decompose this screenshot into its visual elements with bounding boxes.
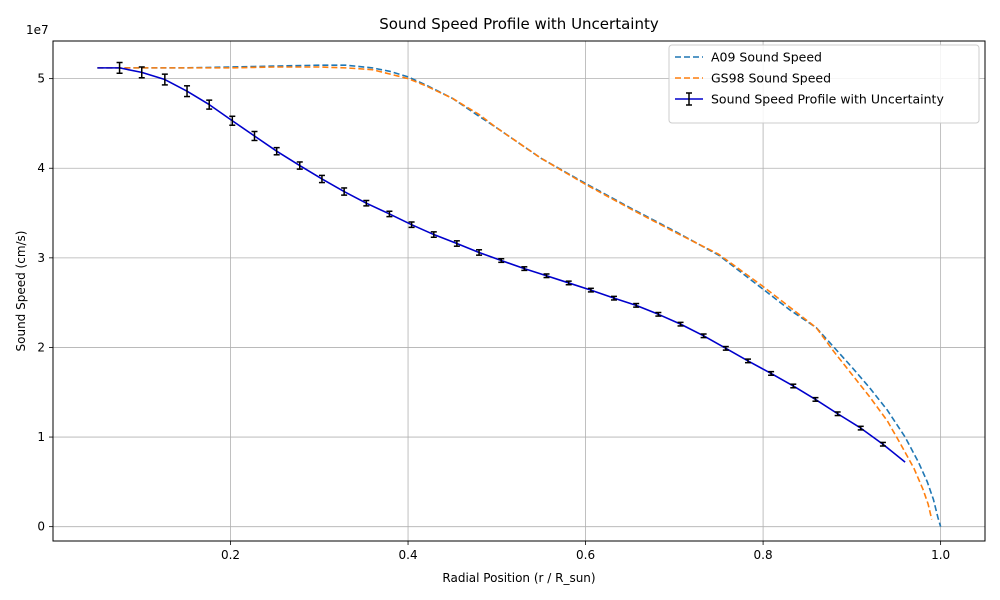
- x-tick-label: 0.6: [576, 548, 595, 562]
- error-bar: [587, 287, 594, 293]
- error-bar: [251, 130, 258, 142]
- tick-layer: 0.2 0.4 0.6 0.8 1.0 0 1 2 3 4 5: [37, 72, 950, 562]
- error-bar: [386, 210, 393, 218]
- x-tick-label: 1.0: [931, 548, 950, 562]
- legend-label: Sound Speed Profile with Uncertainty: [711, 92, 944, 107]
- error-bar: [745, 358, 752, 364]
- y-tick-label: 2: [37, 340, 45, 354]
- error-bar: [790, 383, 797, 389]
- legend-entry: Sound Speed Profile with Uncertainty: [675, 92, 944, 107]
- legend-entry: A09 Sound Speed: [675, 50, 822, 65]
- y-tick-label: 0: [37, 520, 45, 534]
- chart-title: Sound Speed Profile with Uncertainty: [379, 15, 659, 33]
- y-axis-label: Sound Speed (cm/s): [14, 231, 28, 352]
- legend: A09 Sound Speed GS98 Sound Speed Sound Spe…: [668, 44, 980, 124]
- error-bar: [857, 425, 864, 431]
- x-tick-label: 0.4: [399, 548, 418, 562]
- x-tick-label: 0.2: [221, 548, 240, 562]
- legend-label: GS98 Sound Speed: [711, 71, 831, 86]
- y-offset-label: 1e7: [26, 23, 49, 37]
- plot-frame: [52, 40, 986, 542]
- error-bar: [543, 273, 550, 279]
- series-line-1: [97, 66, 933, 520]
- error-bar: [834, 411, 841, 417]
- error-bar: [633, 302, 640, 308]
- y-tick-label: 3: [37, 251, 45, 265]
- legend-entry: GS98 Sound Speed: [675, 71, 831, 86]
- error-bar: [184, 85, 191, 98]
- error-bar: [138, 66, 145, 79]
- error-bar: [430, 231, 437, 238]
- error-bar: [363, 199, 370, 207]
- x-tick-label: 0.8: [754, 548, 773, 562]
- error-bar: [116, 61, 123, 75]
- error-bar: [273, 146, 280, 156]
- error-bar: [476, 249, 483, 256]
- y-tick-label: 1: [37, 430, 45, 444]
- y-tick-label: 4: [37, 161, 45, 175]
- legend-label: A09 Sound Speed: [711, 50, 822, 65]
- error-bar: [453, 240, 460, 247]
- error-bar: [498, 257, 505, 264]
- error-bar: [610, 295, 617, 301]
- error-bar: [408, 221, 415, 229]
- x-axis-label: Radial Position (r / R_sun): [442, 571, 595, 585]
- error-bar: [161, 73, 168, 86]
- error-bar: [296, 161, 303, 170]
- error-bar: [655, 311, 662, 317]
- series-layer: [97, 61, 942, 527]
- error-bar: [206, 99, 213, 110]
- error-bar: [812, 396, 819, 402]
- error-bar: [521, 266, 528, 272]
- error-bar: [722, 345, 729, 351]
- error-bar: [879, 441, 886, 447]
- y-tick-label: 5: [37, 72, 45, 86]
- error-bar: [677, 321, 684, 327]
- legend-box: [668, 44, 980, 124]
- error-bar: [768, 370, 775, 376]
- error-bar: [700, 333, 707, 339]
- error-bar: [318, 174, 325, 184]
- error-bar: [341, 187, 348, 196]
- error-bar: [229, 115, 236, 126]
- error-bar: [565, 280, 572, 286]
